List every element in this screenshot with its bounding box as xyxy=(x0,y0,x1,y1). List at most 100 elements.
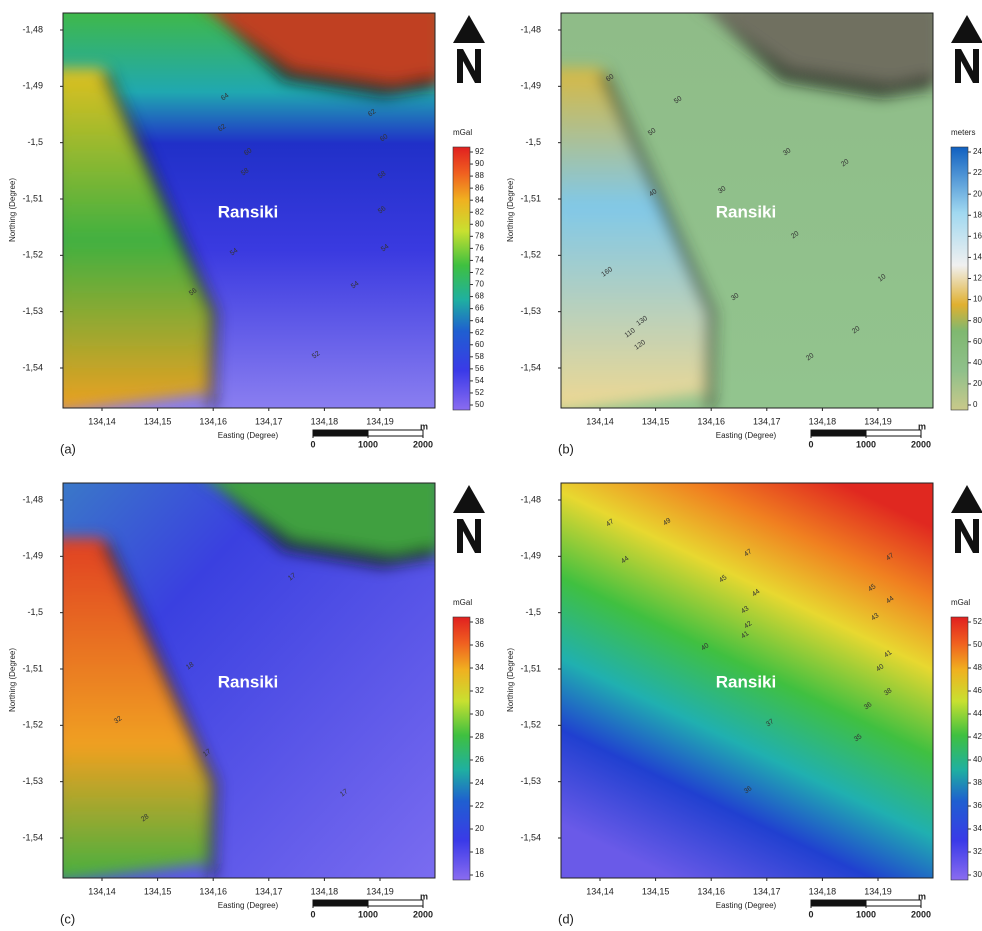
x-axis-title: Easting (Degree) xyxy=(218,901,279,910)
scale-tick-label: 2000 xyxy=(413,439,433,449)
figure: 64626058545452626058565456Ransiki-1,48-1… xyxy=(0,0,982,931)
scale-tick-label: 2000 xyxy=(911,439,931,449)
colorbar-tick-label: 82 xyxy=(475,207,484,216)
x-tick-label: 134,15 xyxy=(642,886,670,896)
colorbar-tick-label: 52 xyxy=(475,388,484,397)
x-tick-label: 134,16 xyxy=(199,886,227,896)
y-axis-title: Northing (Degree) xyxy=(506,648,515,712)
north-arrow-head xyxy=(453,485,485,513)
colorbar-tick-label: 22 xyxy=(475,801,484,810)
y-tick-label: -1,54 xyxy=(22,362,43,372)
x-tick-label: 134,17 xyxy=(255,886,283,896)
y-tick-label: -1,52 xyxy=(520,250,541,260)
colorbar-tick-label: 50 xyxy=(475,400,484,409)
colorbar-tick-label: 24 xyxy=(475,778,484,787)
colorbar-tick-label: 80 xyxy=(973,316,982,325)
x-tick-label: 134,14 xyxy=(586,416,614,426)
colorbar-tick-label: 20 xyxy=(475,824,484,833)
y-tick-label: -1,5 xyxy=(525,607,541,617)
x-tick-label: 134,15 xyxy=(642,416,670,426)
place-name: Ransiki xyxy=(716,672,776,691)
colorbar-tick-label: 88 xyxy=(475,171,484,180)
y-axis-title: Northing (Degree) xyxy=(8,648,17,712)
scale-unit: m xyxy=(420,421,428,431)
panel-label: (a) xyxy=(60,441,76,456)
scale-tick-label: 1000 xyxy=(358,909,378,919)
place-name: Ransiki xyxy=(218,672,278,691)
scale-unit: m xyxy=(918,891,926,901)
colorbar xyxy=(453,147,470,410)
colorbar-tick-label: 80 xyxy=(475,219,484,228)
scale-tick-label: 0 xyxy=(310,909,315,919)
scale-bar-segment xyxy=(313,900,368,906)
colorbar-tick-label: 160 xyxy=(973,231,982,240)
x-tick-label: 134,14 xyxy=(88,416,116,426)
colorbar-unit: mGal xyxy=(951,598,970,607)
x-tick-label: 134,17 xyxy=(255,416,283,426)
x-tick-label: 134,14 xyxy=(88,886,116,896)
colorbar-tick-label: 180 xyxy=(973,210,982,219)
colorbar-tick-label: 0 xyxy=(973,400,978,409)
y-tick-label: -1,51 xyxy=(22,193,43,203)
colorbar-tick-label: 68 xyxy=(475,292,484,301)
y-tick-label: -1,53 xyxy=(22,306,43,316)
scale-bar-segment xyxy=(811,430,866,436)
scale-tick-label: 1000 xyxy=(856,439,876,449)
x-tick-label: 134,17 xyxy=(753,416,781,426)
colorbar-tick-label: 52 xyxy=(973,617,982,626)
x-tick-label: 134,18 xyxy=(809,416,837,426)
colorbar-unit: meters xyxy=(951,128,975,137)
panel: 171817172832Ransiki-1,48-1,49-1,5-1,51-1… xyxy=(8,473,485,926)
panel-label: (b) xyxy=(558,441,574,456)
x-axis-title: Easting (Degree) xyxy=(716,431,777,440)
colorbar-tick-label: 58 xyxy=(475,352,484,361)
y-tick-label: -1,48 xyxy=(22,494,43,504)
colorbar-tick-label: 70 xyxy=(475,280,484,289)
x-axis-title: Easting (Degree) xyxy=(218,431,279,440)
y-tick-label: -1,5 xyxy=(525,137,541,147)
scale-tick-label: 0 xyxy=(808,439,813,449)
y-tick-label: -1,49 xyxy=(22,551,43,561)
colorbar-tick-label: 64 xyxy=(475,316,484,325)
y-tick-label: -1,53 xyxy=(520,306,541,316)
y-tick-label: -1,5 xyxy=(27,607,43,617)
x-tick-label: 134,19 xyxy=(864,886,892,896)
colorbar-tick-label: 42 xyxy=(973,732,982,741)
north-arrow-n xyxy=(457,519,481,553)
scale-bar-segment xyxy=(811,900,866,906)
scale-tick-label: 2000 xyxy=(911,909,931,919)
x-tick-label: 134,16 xyxy=(199,416,227,426)
scale-tick-label: 2000 xyxy=(413,909,433,919)
place-name: Ransiki xyxy=(218,202,278,221)
colorbar-tick-label: 66 xyxy=(475,304,484,313)
colorbar-tick-label: 18 xyxy=(475,847,484,856)
colorbar-tick-label: 16 xyxy=(475,870,484,879)
scale-tick-label: 1000 xyxy=(358,439,378,449)
y-tick-label: -1,52 xyxy=(22,250,43,260)
panel: 64626058545452626058565456Ransiki-1,48-1… xyxy=(8,3,485,456)
x-tick-label: 134,19 xyxy=(864,416,892,426)
scale-tick-label: 0 xyxy=(310,439,315,449)
scale-tick-label: 0 xyxy=(808,909,813,919)
panel-label: (c) xyxy=(60,911,75,926)
x-tick-label: 134,14 xyxy=(586,886,614,896)
colorbar-tick-label: 40 xyxy=(973,358,982,367)
colorbar-tick-label: 92 xyxy=(475,147,484,156)
colorbar-tick-label: 90 xyxy=(475,159,484,168)
y-tick-label: -1,51 xyxy=(520,193,541,203)
colorbar-tick-label: 86 xyxy=(475,183,484,192)
y-tick-label: -1,52 xyxy=(520,720,541,730)
panel-label: (d) xyxy=(558,911,574,926)
north-arrow-head xyxy=(951,15,982,43)
y-tick-label: -1,54 xyxy=(520,832,541,842)
colorbar xyxy=(951,147,968,410)
colorbar-tick-label: 74 xyxy=(475,256,484,265)
colorbar-tick-label: 46 xyxy=(973,686,982,695)
colorbar-tick-label: 56 xyxy=(475,364,484,373)
colorbar-tick-label: 120 xyxy=(973,274,982,283)
colorbar-tick-label: 62 xyxy=(475,328,484,337)
y-tick-label: -1,49 xyxy=(22,81,43,91)
y-tick-label: -1,48 xyxy=(520,494,541,504)
x-axis-title: Easting (Degree) xyxy=(716,901,777,910)
